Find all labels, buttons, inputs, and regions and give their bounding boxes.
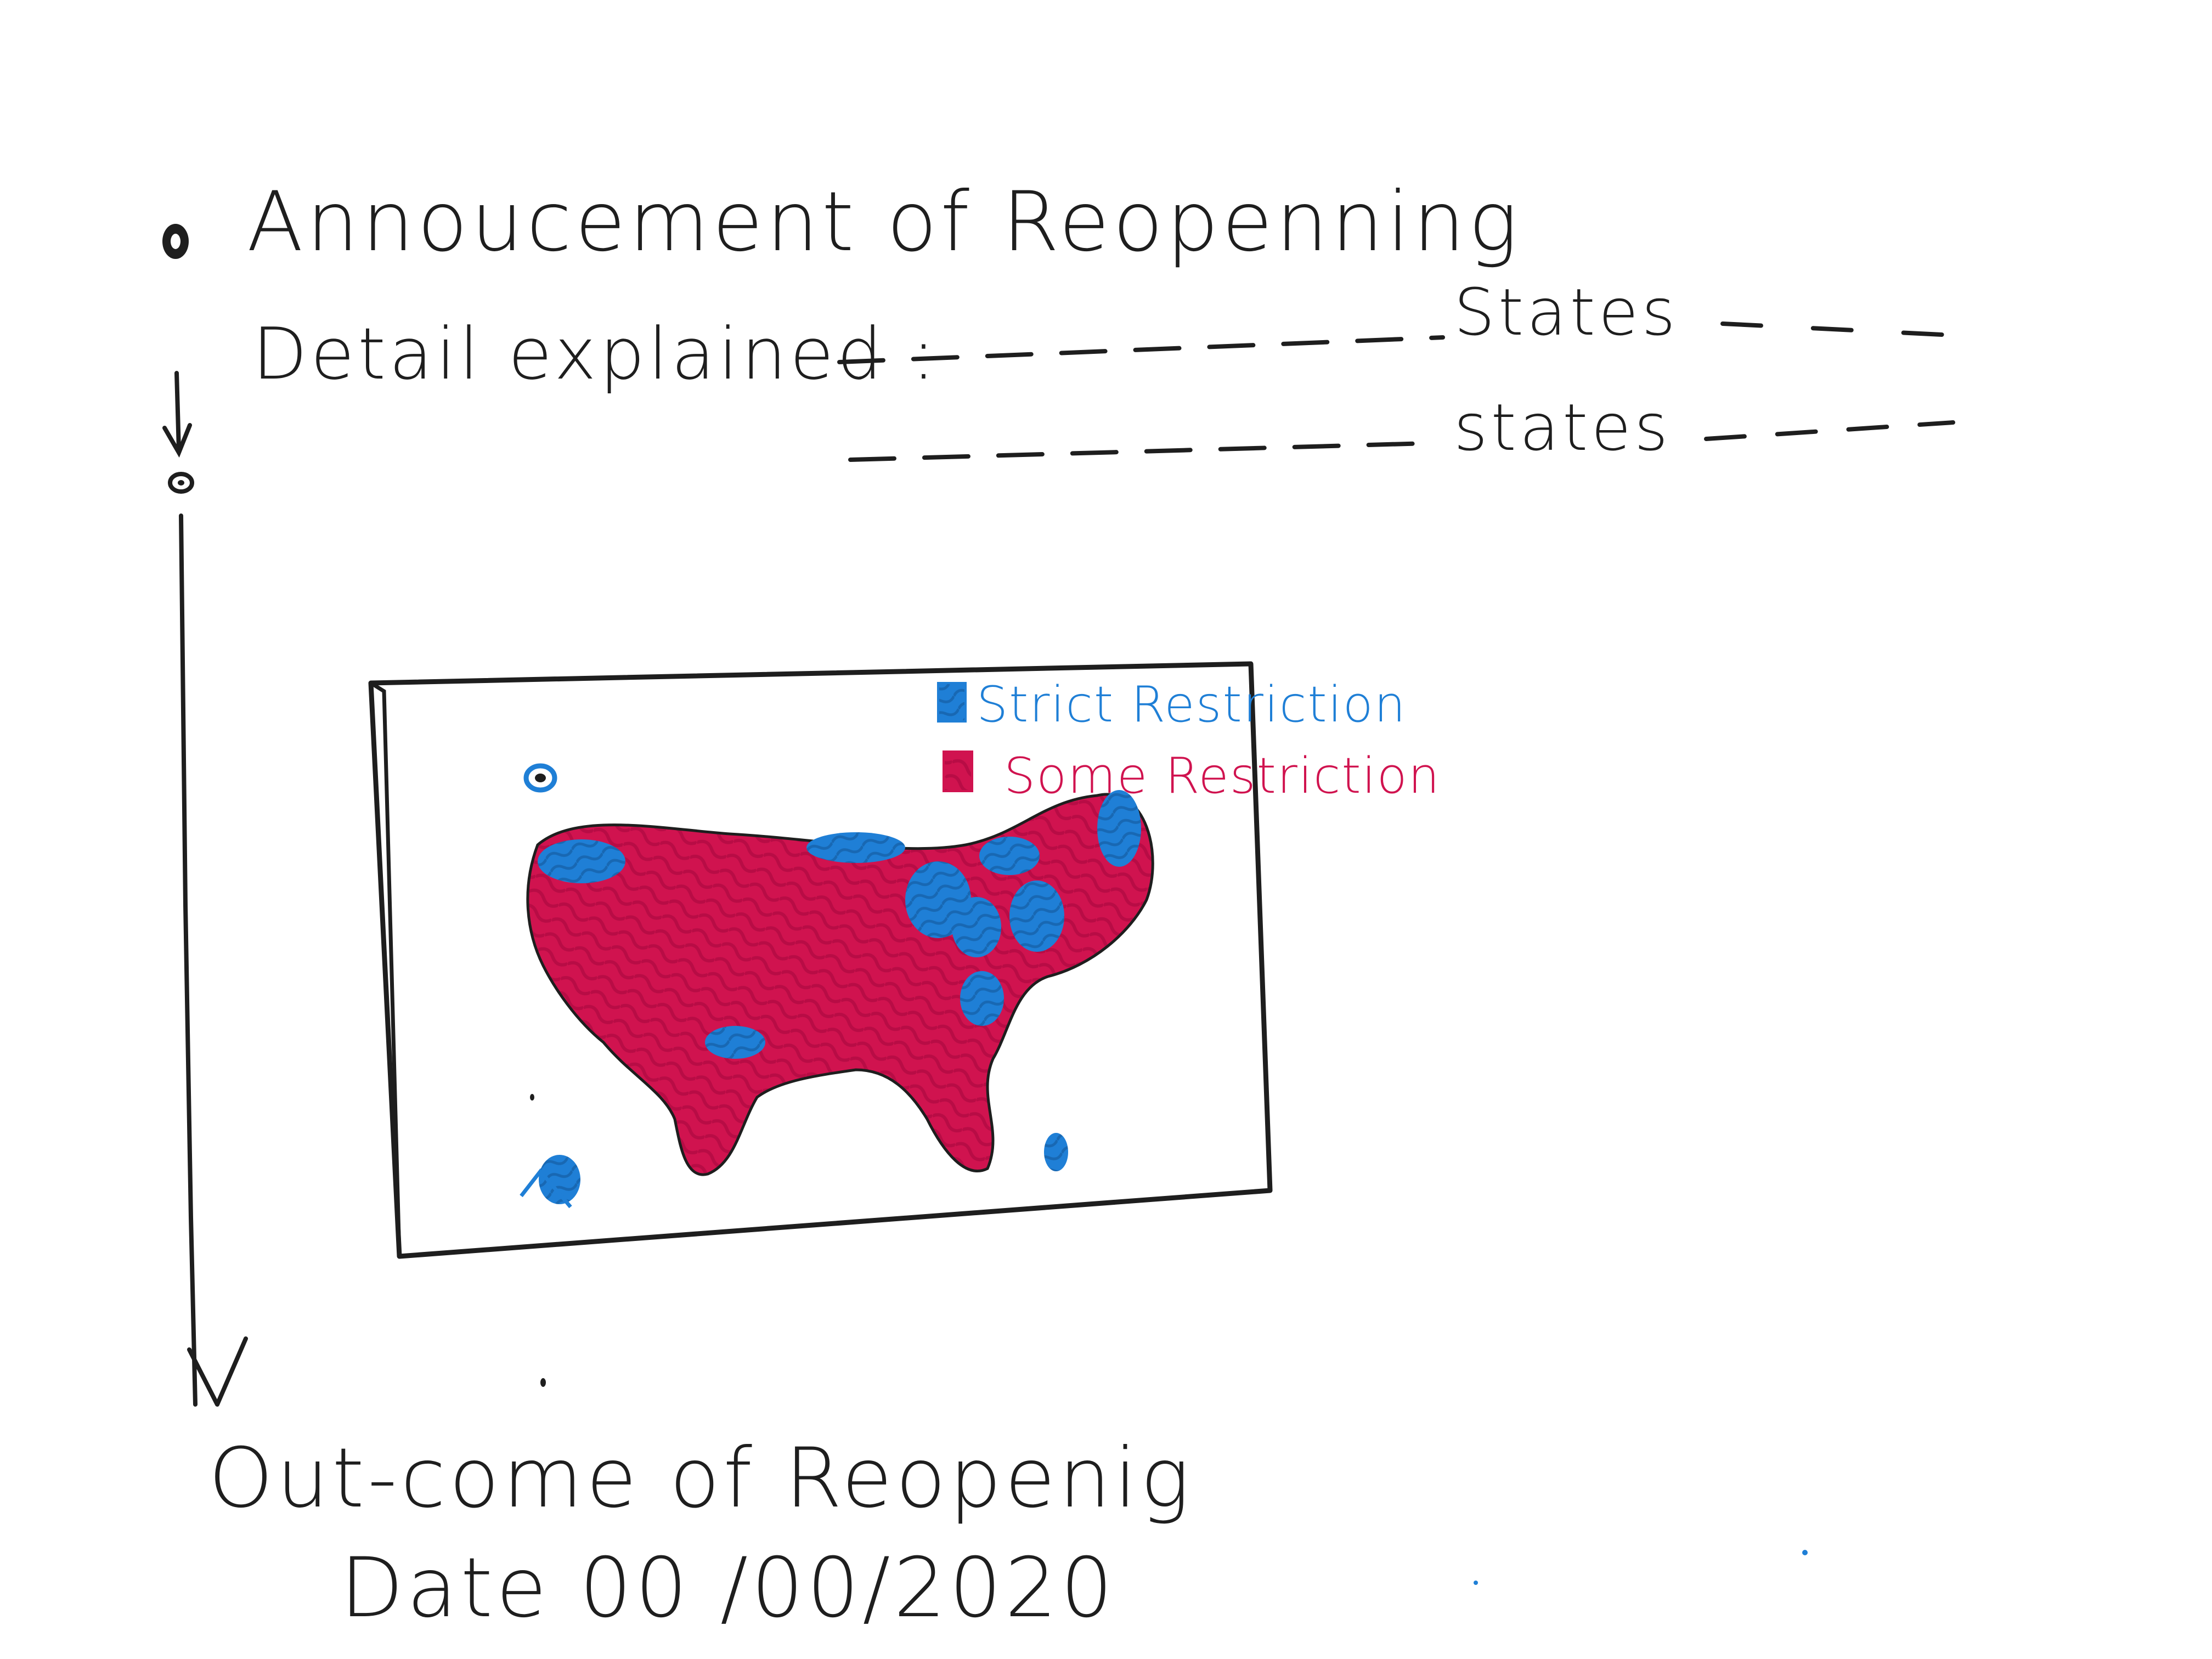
map-inset-alaska	[539, 1155, 580, 1204]
dashed-detail-lines	[837, 321, 1966, 462]
outcome-date: Date 00 /00/2020	[340, 1541, 1116, 1636]
map-frame-border	[368, 661, 1273, 1259]
map-frame	[368, 661, 1273, 1259]
announcement-title: Annoucement of Reopenning	[247, 174, 1521, 270]
timeline-small-dot-icon	[168, 472, 194, 494]
states-label-2: states	[1454, 390, 1672, 465]
map-region-strict-restriction	[538, 790, 1141, 1059]
map-region-some-restriction	[526, 793, 1154, 1176]
us-map-icon	[520, 763, 1154, 1209]
legend-label-strict: Strict Restriction	[977, 676, 1407, 733]
detail-label: Detail explained :	[252, 312, 939, 396]
legend-swatch-some	[943, 751, 973, 792]
down-arrow-icon	[162, 371, 192, 458]
outcome-title: Out-come of Reopenig	[208, 1431, 1193, 1526]
stray-marks	[540, 1378, 1808, 1585]
map-inset-hawaii	[1044, 1133, 1068, 1171]
states-label-1: States	[1454, 274, 1679, 350]
timeline-line	[179, 514, 198, 1407]
legend-swatch-strict	[937, 682, 967, 723]
map-inset-dot	[523, 763, 557, 793]
legend-label-some: Some Restriction	[1004, 747, 1441, 805]
timeline	[162, 224, 248, 1407]
timeline-arrowhead-icon	[187, 1336, 248, 1407]
